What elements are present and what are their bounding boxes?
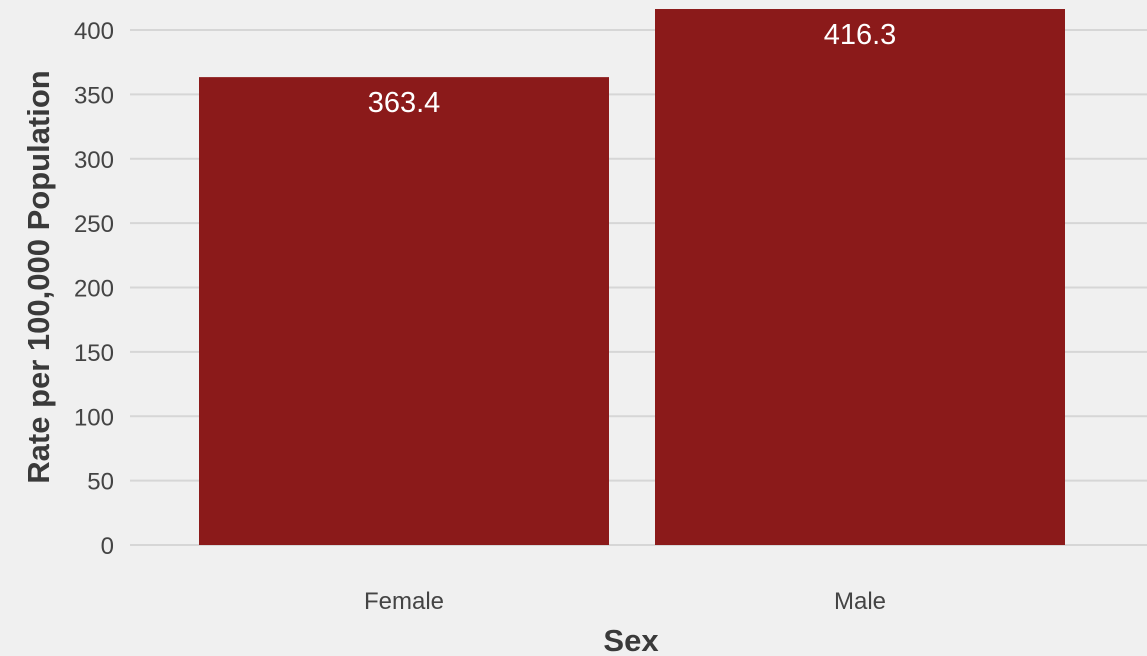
y-tick-label: 400: [74, 18, 114, 45]
data-label: 363.4: [368, 87, 441, 119]
bar-male: [655, 9, 1065, 546]
y-axis-title: Rate per 100,000 Population: [21, 70, 56, 483]
x-axis-title: Sex: [603, 623, 659, 656]
x-axis-ticks: Female Male: [364, 588, 886, 615]
x-tick-label: Male: [834, 588, 886, 615]
y-tick-label: 200: [74, 276, 114, 303]
y-tick-label: 350: [74, 82, 114, 109]
data-label: 416.3: [824, 19, 897, 51]
y-tick-label: 300: [74, 147, 114, 174]
y-tick-label: 250: [74, 211, 114, 238]
y-tick-label: 50: [87, 469, 114, 496]
y-tick-label: 150: [74, 340, 114, 367]
y-tick-label: 0: [101, 533, 114, 560]
y-axis-ticks: 0 50 100 150 200 250 300 350 400: [74, 18, 114, 560]
x-tick-label: Female: [364, 588, 444, 615]
y-tick-label: 100: [74, 404, 114, 431]
bar-female: [199, 77, 609, 545]
bars: 363.4 416.3: [199, 9, 1065, 546]
